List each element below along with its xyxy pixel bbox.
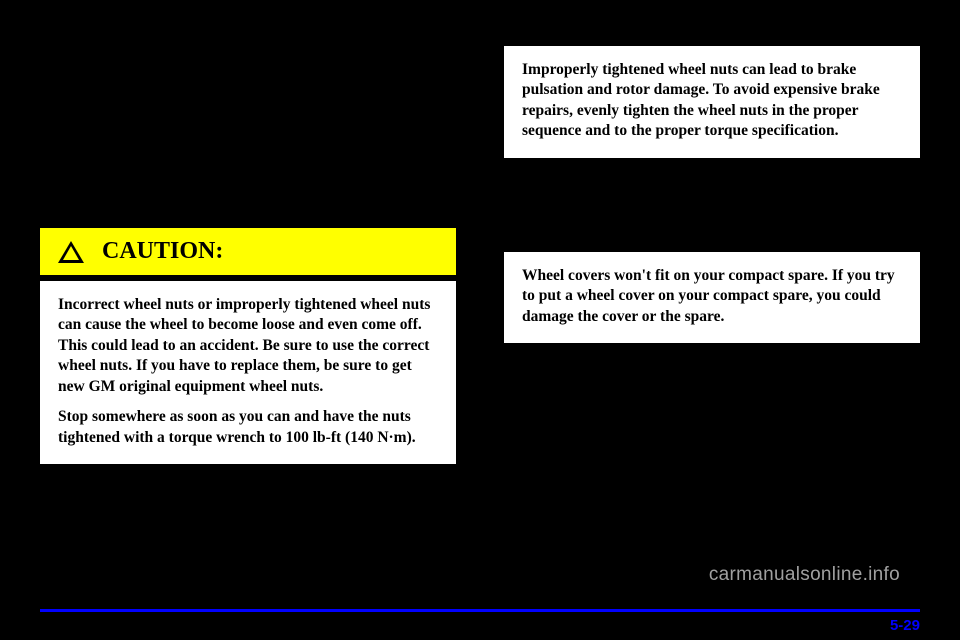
- left-column: CAUTION: Incorrect wheel nuts or imprope…: [40, 28, 456, 464]
- notice-gap: [504, 158, 920, 252]
- caution-para-2: Stop somewhere as soon as you can and ha…: [58, 407, 438, 448]
- notice-2-body: Wheel covers won't fit on your compact s…: [504, 252, 920, 343]
- left-spacer: [40, 28, 456, 228]
- caution-label: CAUTION:: [102, 238, 223, 265]
- caution-header: CAUTION:: [40, 228, 456, 281]
- page-number: 5-29: [890, 617, 920, 634]
- columns: CAUTION: Incorrect wheel nuts or imprope…: [40, 28, 920, 464]
- notice-1-body: Improperly tightened wheel nuts can lead…: [504, 46, 920, 158]
- watermark: carmanualsonline.info: [709, 564, 900, 586]
- caution-body: Incorrect wheel nuts or improperly tight…: [40, 281, 456, 464]
- notice-box-1: Improperly tightened wheel nuts can lead…: [504, 46, 920, 158]
- warning-triangle-icon: [58, 241, 84, 263]
- caution-box: CAUTION: Incorrect wheel nuts or imprope…: [40, 228, 456, 464]
- footer-rule: [40, 609, 920, 612]
- notice-box-2: Wheel covers won't fit on your compact s…: [504, 252, 920, 343]
- right-column: Improperly tightened wheel nuts can lead…: [504, 28, 920, 464]
- manual-page: CAUTION: Incorrect wheel nuts or imprope…: [0, 0, 960, 640]
- caution-para-1: Incorrect wheel nuts or improperly tight…: [58, 295, 438, 397]
